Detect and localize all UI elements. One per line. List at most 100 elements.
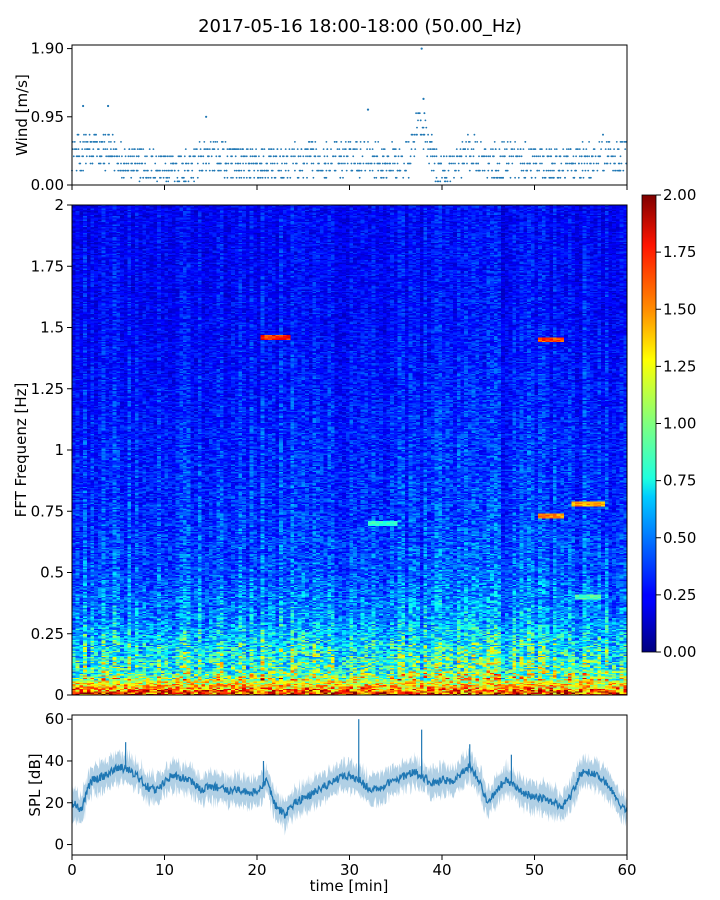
wind-point bbox=[445, 176, 448, 179]
wind-point bbox=[216, 141, 219, 143]
wind-point bbox=[242, 148, 245, 151]
wind-point bbox=[127, 169, 130, 172]
wind-point bbox=[297, 176, 300, 179]
wind-point bbox=[146, 176, 148, 179]
wind-point bbox=[235, 169, 238, 172]
x-tick-label: 50 bbox=[525, 861, 544, 879]
wind-point bbox=[560, 162, 563, 165]
wind-point bbox=[624, 148, 627, 151]
wind-point bbox=[325, 169, 328, 172]
wind-point bbox=[197, 155, 200, 158]
wind-point bbox=[95, 133, 97, 136]
wind-point bbox=[529, 169, 532, 172]
wind-point bbox=[465, 155, 467, 158]
wind-point bbox=[198, 169, 201, 172]
wind-point bbox=[282, 155, 285, 158]
wind-point bbox=[581, 141, 584, 143]
wind-point bbox=[120, 162, 122, 165]
wind-point bbox=[271, 169, 274, 172]
wind-point bbox=[264, 176, 267, 179]
wind-point bbox=[381, 176, 383, 179]
wind-point bbox=[267, 176, 269, 179]
wind-point bbox=[374, 141, 377, 143]
wind-x-ticks bbox=[71, 185, 628, 190]
wind-point bbox=[443, 169, 446, 172]
wind-point bbox=[541, 176, 544, 179]
wind-point bbox=[537, 155, 540, 158]
wind-point bbox=[102, 133, 105, 136]
wind-point bbox=[394, 148, 397, 151]
wind-point bbox=[146, 155, 148, 158]
wind-point bbox=[226, 176, 229, 179]
wind-point bbox=[307, 155, 309, 158]
wind-point bbox=[394, 155, 397, 158]
wind-point bbox=[329, 169, 331, 172]
wind-y-axis-label: Wind [m/s] bbox=[13, 74, 31, 156]
wind-point bbox=[290, 155, 293, 158]
wind-point bbox=[82, 104, 85, 108]
y-tick-label: 0.5 bbox=[40, 564, 64, 582]
wind-point bbox=[73, 141, 76, 143]
wind-point bbox=[555, 155, 558, 158]
wind-point bbox=[78, 155, 81, 158]
colorbar-tick-label: 1.75 bbox=[663, 243, 696, 261]
wind-point bbox=[524, 176, 527, 179]
spectrogram-y-axis-label: FFT Frequenz [Hz] bbox=[12, 383, 30, 518]
wind-point bbox=[605, 141, 608, 143]
wind-point bbox=[578, 148, 581, 151]
wind-point bbox=[356, 162, 359, 165]
wind-point bbox=[410, 148, 413, 151]
wind-point bbox=[465, 141, 467, 143]
wind-point bbox=[614, 162, 616, 165]
wind-point bbox=[219, 155, 221, 158]
wind-point bbox=[352, 155, 355, 158]
y-tick-label: 1.75 bbox=[31, 257, 64, 275]
wind-point bbox=[338, 148, 341, 151]
wind-point bbox=[565, 162, 567, 165]
wind-point bbox=[180, 155, 183, 158]
wind-point bbox=[368, 162, 370, 165]
wind-point bbox=[343, 155, 345, 158]
wind-point bbox=[204, 148, 207, 151]
wind-point bbox=[99, 162, 102, 165]
wind-point bbox=[552, 162, 554, 165]
wind-point bbox=[113, 155, 116, 158]
wind-point bbox=[428, 162, 430, 165]
wind-point bbox=[325, 141, 328, 143]
colorbar-tick-label: 1.25 bbox=[663, 357, 696, 375]
wind-point bbox=[554, 162, 556, 165]
wind-point bbox=[452, 162, 454, 165]
wind-point bbox=[255, 148, 257, 151]
wind-point bbox=[160, 155, 163, 158]
wind-point bbox=[267, 169, 269, 172]
spectrogram-y-ticks: 0 0.25 0.5 0.75 1 1.25 1.5 1.75 2 bbox=[31, 196, 72, 704]
wind-point bbox=[167, 180, 170, 183]
wind-point bbox=[461, 141, 464, 143]
y-tick-label: 40 bbox=[45, 752, 64, 770]
wind-point bbox=[315, 148, 318, 151]
wind-point bbox=[248, 162, 251, 165]
wind-point bbox=[457, 169, 460, 172]
wind-point bbox=[409, 162, 412, 165]
wind-point bbox=[403, 162, 405, 165]
wind-point bbox=[317, 155, 319, 158]
wind-point bbox=[187, 162, 190, 165]
wind-point bbox=[595, 162, 598, 165]
wind-point bbox=[149, 176, 152, 179]
wind-point bbox=[342, 148, 344, 151]
wind-point bbox=[173, 169, 176, 172]
wind-point bbox=[342, 162, 344, 165]
wind-point bbox=[237, 162, 240, 165]
wind-point bbox=[504, 155, 506, 158]
wind-point bbox=[294, 169, 296, 172]
wind-point bbox=[420, 133, 423, 136]
wind-point bbox=[459, 148, 462, 151]
wind-point bbox=[533, 155, 536, 158]
spl-noise-band bbox=[72, 747, 627, 836]
wind-point bbox=[200, 155, 203, 158]
wind-point bbox=[121, 176, 123, 179]
wind-point bbox=[411, 133, 414, 136]
wind-point bbox=[602, 133, 604, 136]
wind-point bbox=[530, 176, 533, 179]
wind-point bbox=[274, 176, 277, 179]
